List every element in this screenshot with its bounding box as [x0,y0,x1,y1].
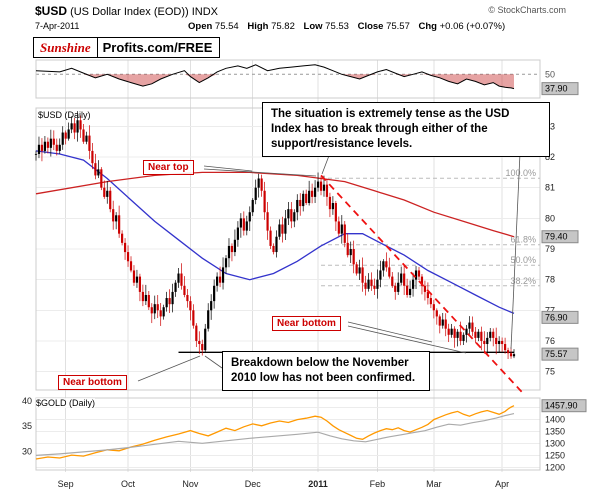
svg-text:1400: 1400 [545,415,565,425]
brand-sunshine: Sunshine [34,38,98,57]
svg-text:83: 83 [545,121,555,131]
chart-date: 7-Apr-2011 [35,21,80,31]
svg-text:Sep: Sep [58,479,74,489]
annotation-near-bottom-left: Near bottom [58,375,127,390]
annotation-near-top: Near top [143,160,194,175]
month-labels: Sep Oct Nov Dec 2011 Feb Mar Apr [58,479,509,489]
svg-text:79.40: 79.40 [545,232,568,242]
svg-text:38.2%: 38.2% [510,276,536,286]
gray-line [35,413,515,456]
declining-trendline [320,174,524,394]
indicator-panel [35,64,515,90]
chart-header: $USD (US Dollar Index (EOD)) INDX [35,4,218,18]
brand-profits: Profits.com/FREE [102,40,213,55]
svg-text:76.90: 76.90 [545,312,568,322]
annotation-tense-box: The situation is extremely tense as the … [262,102,550,157]
svg-text:Apr: Apr [495,479,509,489]
copyright: © StockCharts.com [488,5,566,15]
svg-text:Nov: Nov [182,479,199,489]
usd-panel-legend: $USD (Daily) [38,110,91,120]
open-value: 75.54 [214,21,239,32]
svg-text:Feb: Feb [370,479,386,489]
callout-lines [137,152,521,382]
svg-text:76: 76 [545,336,555,346]
gold-line [35,405,515,460]
svg-text:100.0%: 100.0% [505,168,536,178]
svg-text:1457.90: 1457.90 [545,401,578,411]
svg-text:35: 35 [22,421,32,431]
indicator-line [35,64,515,90]
svg-text:1250: 1250 [545,451,565,461]
svg-text:Oct: Oct [121,479,136,489]
svg-text:30: 30 [22,446,32,456]
ma200 [35,171,515,238]
svg-text:75.57: 75.57 [545,349,568,359]
svg-text:79: 79 [545,244,555,254]
svg-text:2011: 2011 [308,479,328,489]
trendline [320,174,524,394]
gold-panel [35,405,515,460]
annotation-near-bottom-mid: Near bottom [272,316,341,331]
svg-text:81: 81 [545,183,555,193]
axis-labels: 83 82 81 80 79 78 77 76 75 1400 1350 1300 1250 1200 40… [22,69,587,473]
open-label: Open [188,21,213,32]
chg-value: +0.06 (+0.07%) [439,21,506,32]
ohlc-quote-line: Open 75.54 High 75.82 Low 75.53 Close 75… [182,21,505,32]
close-label: Close [357,21,384,32]
svg-text:Mar: Mar [426,479,442,489]
svg-text:50: 50 [545,69,555,79]
svg-text:82: 82 [545,152,555,162]
svg-text:75: 75 [545,367,555,377]
svg-text:1350: 1350 [545,427,565,437]
svg-text:1300: 1300 [545,439,565,449]
annotation-breakdown-box: Breakdown below the November 2010 low ha… [222,351,430,391]
ma50 [35,150,515,314]
svg-text:77: 77 [545,305,555,315]
gold-panel-legend: $GOLD (Daily) [36,398,96,408]
close-value: 75.57 [386,21,410,32]
svg-text:80: 80 [545,213,555,223]
low-label: Low [303,21,323,32]
chg-label: Chg [418,21,437,32]
high-value: 75.82 [271,21,295,32]
svg-text:50.0%: 50.0% [510,255,536,265]
svg-text:61.8%: 61.8% [510,235,536,245]
svg-text:1200: 1200 [545,463,565,473]
usd-candles [34,111,516,359]
symbol-title: (US Dollar Index (EOD)) INDX [70,6,218,18]
high-label: High [247,21,269,32]
svg-text:Dec: Dec [245,479,262,489]
svg-text:78: 78 [545,275,555,285]
sunshine-profits-logo: Sunshine Profits.com/FREE [33,37,221,58]
low-value: 75.53 [325,21,349,32]
symbol: $USD [35,4,68,18]
svg-text:40: 40 [22,396,32,406]
svg-text:37.90: 37.90 [545,84,568,94]
